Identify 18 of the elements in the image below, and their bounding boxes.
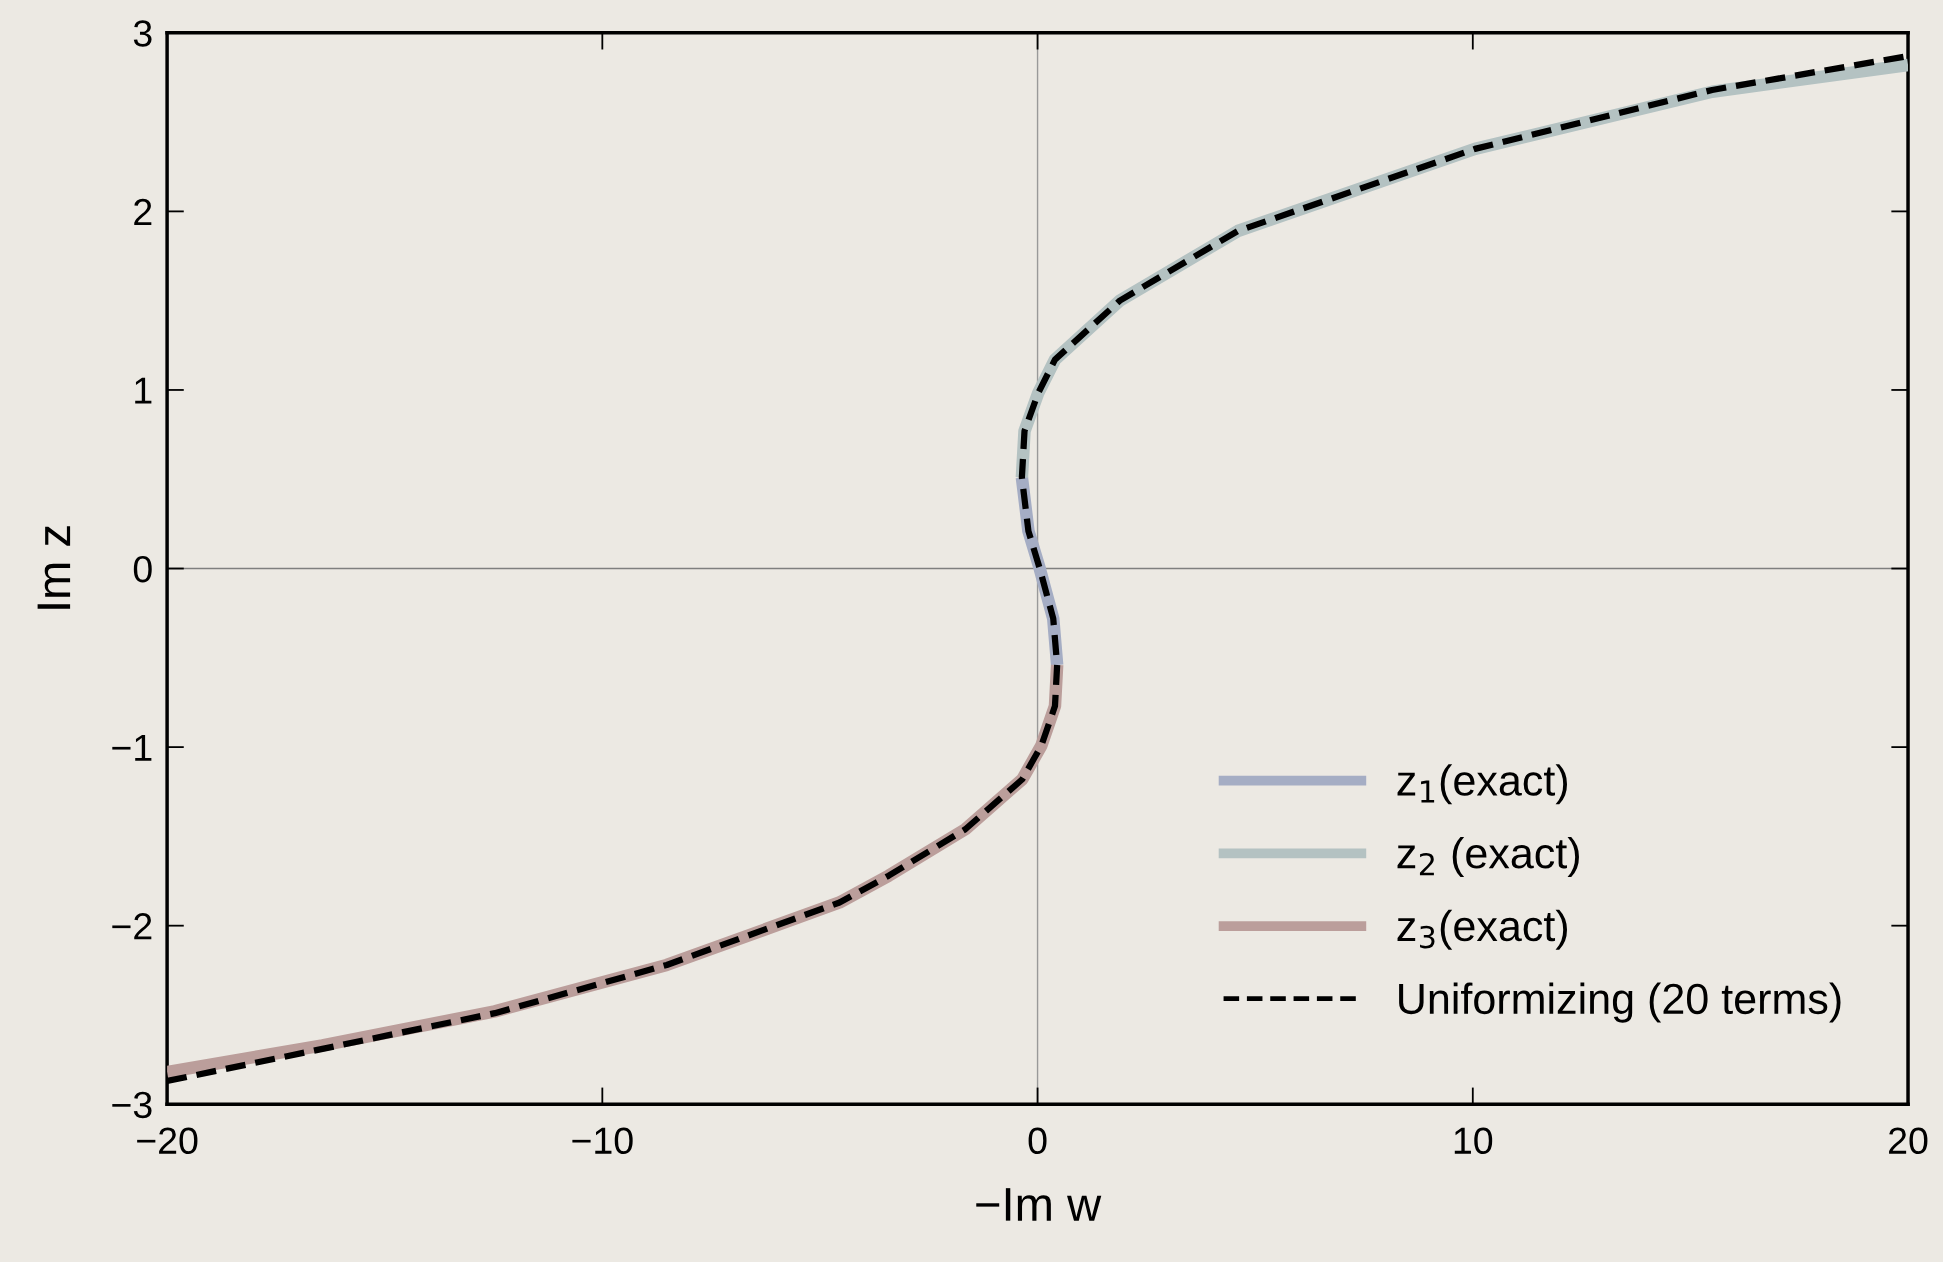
x-tick-label: −10 [572, 1127, 633, 1155]
y-tick-label: −3 [112, 1091, 152, 1119]
x-axis-title: −Im w [976, 1188, 1102, 1221]
y-tick-label: 2 [134, 198, 152, 225]
legend-label: z$_{3}$(exact) [1397, 909, 1567, 950]
y-tick-label: 0 [133, 555, 152, 583]
x-tick-label: 20 [1889, 1127, 1928, 1155]
y-tick-label: −1 [112, 734, 152, 761]
y-axis-title: Im z [37, 526, 71, 609]
x-tick-label: 10 [1454, 1127, 1493, 1155]
y-tick-label: 1 [135, 377, 152, 404]
legend-label: Uniformizing (20 terms) [1399, 982, 1841, 1023]
legend-label: z$_{1}$(exact) [1397, 764, 1567, 805]
y-tick-label: 3 [133, 20, 152, 47]
y-tick-label: −2 [112, 913, 152, 940]
x-tick-label: −20 [137, 1127, 198, 1155]
x-tick-label: 0 [1028, 1127, 1047, 1155]
legend-label: z$_{2}$ (exact) [1397, 836, 1579, 878]
